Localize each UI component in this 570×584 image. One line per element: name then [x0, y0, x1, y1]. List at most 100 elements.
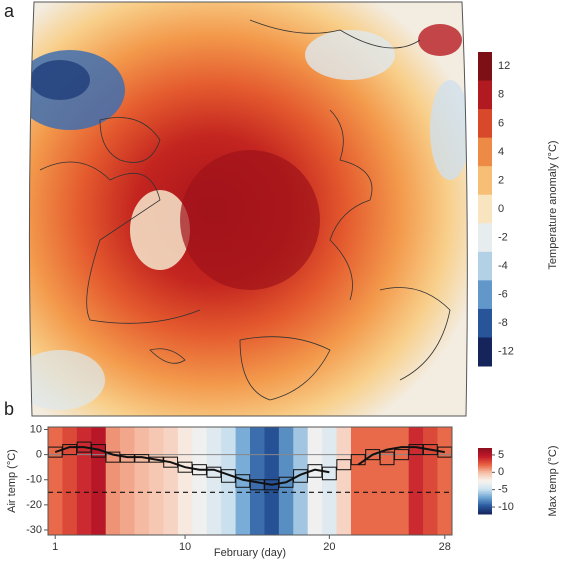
- y-tick-label: -10: [26, 474, 42, 486]
- colorbar-band: [478, 464, 492, 467]
- colorbar-tick-label: 6: [498, 117, 504, 129]
- colorbar-band: [478, 452, 492, 456]
- colorbar-band: [478, 482, 492, 485]
- y-tick-label: -30: [26, 524, 42, 536]
- map: [29, 2, 468, 416]
- max-temp-stripe: [365, 427, 381, 535]
- plot-frame: [47, 426, 453, 536]
- max-temp-stripe: [91, 427, 107, 535]
- day-box: [148, 456, 164, 463]
- colorbar-band: [478, 467, 492, 470]
- colorbar-band: [478, 500, 492, 503]
- mean-line: [357, 446, 445, 466]
- colorbar-band: [478, 461, 492, 464]
- colorbar-swatch: [478, 80, 492, 110]
- colorbar-tick-label: -2: [498, 231, 508, 243]
- max-temp-stripe: [192, 427, 208, 535]
- colorbar-tick-label: -10: [498, 501, 514, 513]
- max-temp-stripe: [235, 427, 251, 535]
- colorbar-band: [478, 490, 492, 494]
- colorbar-band: [478, 489, 492, 492]
- colorbar-band: [478, 471, 492, 474]
- colorbar-swatch: [478, 109, 492, 139]
- colorbar-band: [478, 507, 492, 510]
- colorbar-swatch: [478, 223, 492, 253]
- colorbar-swatch: [478, 166, 492, 196]
- colorbar-band: [478, 466, 492, 469]
- colorbar-band: [478, 509, 492, 512]
- colorbar-band: [478, 492, 492, 495]
- colorbar-band: [478, 495, 492, 498]
- colorbar-tick-label: 12: [498, 60, 510, 72]
- cool-patch: [29, 350, 105, 410]
- x-axis-label: February (day): [214, 547, 286, 559]
- colorbar-tick-label: 2: [498, 174, 504, 186]
- colorbar-band: [478, 502, 492, 505]
- colorbar-band: [478, 448, 492, 451]
- day-box: [394, 449, 409, 461]
- colorbar-band: [478, 505, 492, 508]
- y-tick-label: -20: [26, 499, 42, 511]
- colorbar-band: [478, 469, 492, 472]
- panel-label: b: [4, 399, 14, 419]
- colorbar-tick-label: -12: [498, 346, 514, 358]
- colorbar-band: [478, 456, 492, 459]
- day-box: [336, 459, 352, 471]
- colorbar-band: [478, 476, 492, 479]
- colorbar-band: [478, 472, 492, 475]
- max-temp-stripe: [408, 427, 424, 535]
- colorbar-swatch: [478, 194, 492, 224]
- colorbar-swatch: [478, 52, 492, 82]
- colorbar-band: [478, 484, 492, 487]
- day-box: [278, 476, 294, 488]
- day-box: [264, 479, 280, 491]
- day-box: [119, 454, 135, 463]
- colorbar-band: [478, 499, 492, 502]
- colorbar-band: [478, 481, 492, 484]
- colorbar-band: [478, 459, 492, 462]
- day-box: [321, 466, 337, 481]
- colorbar-swatch: [478, 251, 492, 281]
- max-temp-stripe: [76, 427, 92, 535]
- x-tick-label: 1: [52, 541, 58, 553]
- day-box: [293, 469, 308, 483]
- day-box: [220, 469, 236, 483]
- colorbar-tick-label: -8: [498, 317, 508, 329]
- colorbar-tick-label: -6: [498, 289, 508, 301]
- colorbar-band: [478, 504, 492, 507]
- max-temp-stripe: [437, 427, 453, 535]
- max-temp-stripe: [379, 427, 395, 535]
- colorbar-band: [478, 451, 492, 454]
- warm-core: [180, 150, 320, 290]
- day-box: [91, 444, 106, 458]
- max-temp-stripe: [221, 427, 236, 535]
- cool-patch: [305, 30, 395, 80]
- colorbar-tick-label: -5: [498, 484, 508, 496]
- cool-patch: [430, 80, 468, 180]
- day-box: [408, 444, 424, 456]
- colorbar-band: [478, 474, 492, 477]
- colorbar-band: [478, 454, 492, 457]
- max-temp-stripe: [307, 427, 323, 535]
- colorbar-band: [478, 487, 492, 490]
- max-temp-stripe: [278, 427, 294, 535]
- coastlines: [39, 19, 451, 401]
- map-frame: [28, 1, 468, 417]
- max-temp-stripe: [250, 427, 265, 535]
- max-temp-stripe: [336, 427, 352, 535]
- day-box: [379, 451, 395, 466]
- x-tick-label: 10: [179, 541, 191, 553]
- colorbar-swatch: [478, 337, 492, 367]
- max-temp-stripe: [120, 427, 135, 535]
- day-box: [105, 451, 121, 463]
- x-tick-label: 28: [439, 541, 451, 553]
- max-temp-stripe: [48, 427, 63, 535]
- y-tick-label: 10: [30, 423, 42, 435]
- max-temp-stripe: [149, 427, 164, 535]
- colorbar-tick-label: 0: [498, 203, 504, 215]
- colorbar-band: [478, 462, 492, 465]
- colorbar-label: Temperature anomaly (°C): [547, 140, 559, 269]
- colorbar-tick-label: 5: [498, 449, 504, 461]
- colorbar-band: [478, 485, 492, 489]
